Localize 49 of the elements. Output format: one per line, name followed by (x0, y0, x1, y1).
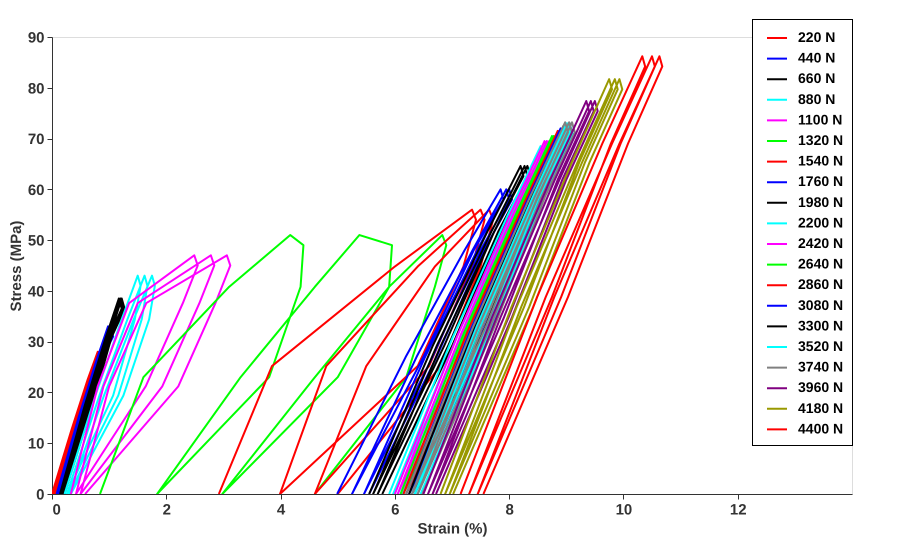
legend-label: 4400 N (798, 420, 844, 436)
legend-label: 1540 N (798, 152, 844, 169)
legend-label: 220 N (798, 29, 836, 45)
y-tick-label: 0 (36, 486, 44, 504)
line-series (460, 55, 664, 494)
legend-label: 1100 N (798, 111, 842, 128)
y-tick-label: 80 (28, 80, 44, 98)
legend-label: 2200 N (798, 214, 844, 230)
line-series (336, 188, 513, 494)
x-tick-label: 12 (730, 502, 747, 518)
line-series (218, 208, 494, 494)
x-tick-label: 0 (52, 502, 61, 518)
x-tick-label: 2 (162, 502, 171, 518)
legend-label: 440 N (798, 50, 836, 66)
y-tick-label: 50 (28, 232, 44, 250)
line-series (99, 234, 448, 494)
x-tick-label: 8 (505, 502, 514, 518)
y-tick-label: 30 (28, 334, 44, 352)
legend-label: 3960 N (798, 379, 844, 396)
x-tick-label: 10 (616, 502, 632, 518)
legend-label: 3740 N (798, 358, 844, 375)
y-tick-label: 40 (28, 283, 44, 300)
legend-label: 880 N (798, 90, 836, 107)
y-tick-label: 90 (28, 30, 44, 46)
legend-label: 3520 N (798, 338, 844, 354)
line-series (59, 298, 126, 494)
line-series (70, 254, 232, 494)
legend-label: 1760 N (798, 173, 844, 190)
legend-label: 660 N (798, 70, 836, 86)
legend-label: 2420 N (798, 235, 844, 251)
line-series (422, 100, 599, 494)
y-tick-label: 10 (28, 436, 44, 453)
line-series (64, 274, 156, 494)
legend-label: 2640 N (798, 256, 844, 272)
legend-label: 1320 N (798, 132, 844, 148)
y-tick-label: 20 (28, 384, 44, 402)
legend-label: 4180 N (798, 400, 844, 416)
x-tick-label: 4 (276, 502, 286, 518)
line-series (368, 164, 532, 494)
y-axis-title: Stress (MPa) (8, 220, 25, 312)
y-tick-label: 60 (28, 182, 44, 199)
line-series (440, 78, 624, 494)
legend-label: 3080 N (798, 296, 844, 313)
x-tick-label: 6 (391, 502, 400, 518)
legend-label: 3300 N (798, 317, 844, 334)
x-axis-title: Strain (%) (417, 520, 488, 538)
legend-label: 1980 N (798, 194, 844, 210)
legend-label: 2860 N (798, 276, 844, 292)
y-tick-label: 70 (28, 131, 44, 148)
